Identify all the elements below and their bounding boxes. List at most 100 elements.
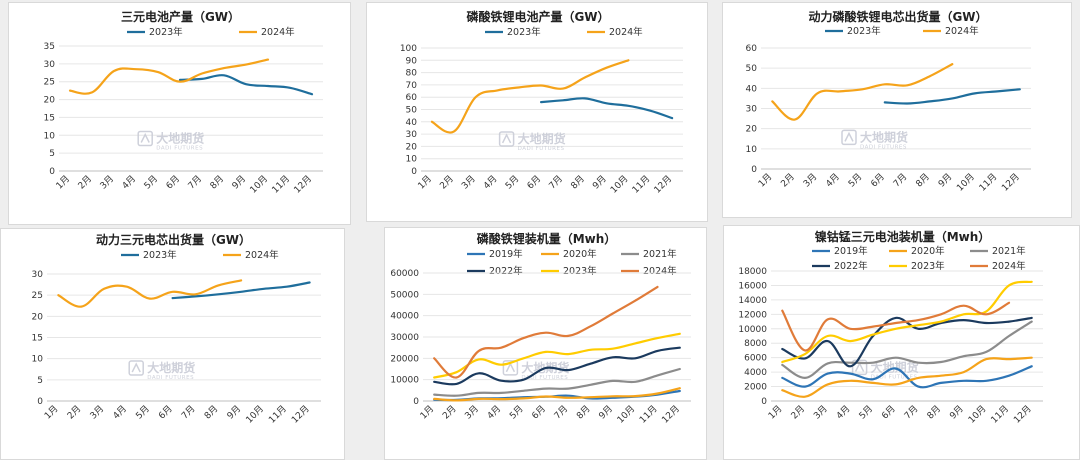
legend-label: 2023年 [563,265,597,277]
x-tick-label: 8月 [574,403,592,421]
legend-entry: 2020年 [889,245,945,257]
y-tick-label: 20 [746,125,758,135]
y-tick-label: 90 [406,56,418,66]
y-tick-label: 40 [406,118,418,128]
series-line [781,280,1033,364]
y-tick-label: 80 [406,69,418,79]
y-tick-label: 0 [37,397,43,407]
y-tick-label: 10 [32,355,44,365]
legend-entry: 2024年 [923,25,979,37]
y-tick-label: 50 [746,64,758,74]
watermark-icon-mark [501,133,512,144]
x-tick-label: 2月 [779,171,797,189]
series-line [178,74,314,96]
x-tick-label: 8月 [208,173,226,191]
x-tick-label: 9月 [948,403,966,421]
legend-entry: 2021年 [970,245,1026,257]
x-tick-label: 1月 [54,173,72,191]
legend-entry: 2024年 [223,249,279,261]
y-tick-label: 50 [406,106,418,116]
legend-label: 2023年 [143,249,177,261]
y-tick-label: 30 [32,270,44,280]
legend-label: 2020年 [911,245,945,257]
legend-entry: 2022年 [467,265,523,277]
x-tick-label: 8月 [202,403,220,421]
watermark-brand: 大地期货 [156,131,204,146]
x-tick-label: 3月 [801,171,819,189]
x-tick-label: 1月 [416,173,434,191]
x-tick-label: 7月 [552,403,570,421]
y-tick-label: 100 [400,44,417,54]
x-tick-label: 12月 [289,403,311,425]
watermark-icon [498,131,515,147]
y-tick-label: 20 [406,142,418,152]
y-tick-label: 0 [49,167,55,177]
series-line [433,332,681,379]
series-line [781,365,1033,389]
series-line [433,285,659,379]
series-line [771,62,954,121]
x-tick-label: 2月 [65,403,83,421]
legend-label: 2021年 [643,248,677,260]
chart-svg: 磷酸铁锂电池产量（GW） 2023年 2024年 0 10 20 30 40 50 60 70 80 9… [400,9,683,196]
x-tick-label: 6月 [157,403,175,421]
chart-panel-lfp-cell-shipments: 动力磷酸铁锂电芯出货量（GW） 2023年 2024年 0 10 20 30 40 50 60 1月… [722,2,1072,218]
y-tick-label: 60000 [390,269,419,279]
legend-entry: 2023年 [825,25,881,37]
watermark-sub: DADI FUTURES [147,375,194,381]
watermark-icon-mark [140,132,150,143]
x-tick-label: 6月 [164,173,182,191]
x-tick-label: 10月 [608,173,630,195]
x-tick-label: 5月 [142,173,160,191]
y-tick-label: 40000 [390,312,419,322]
x-tick-label: 7月 [186,173,204,191]
legend-label: 2024年 [992,260,1026,272]
chart-svg: 动力三元电芯出货量（GW） 2023年 2024年 0 5 10 15 20 25 30 1月 2月 3… [32,232,321,426]
watermark-sub: DADI FUTURES [860,144,907,150]
series-line [171,281,311,300]
x-tick-label: 2月 [440,403,458,421]
x-tick-label: 4月 [111,403,129,421]
y-tick-label: 30 [406,130,418,140]
x-tick-label: 1月 [756,171,774,189]
series-line [433,346,681,386]
x-tick-label: 11月 [989,403,1011,425]
watermark-brand: 大地期货 [518,131,566,146]
legend-entry: 2021年 [621,248,677,260]
y-tick-label: 14000 [738,296,767,306]
watermark-icon [137,130,153,147]
legend-label: 2024年 [643,265,677,277]
series-line [57,279,243,308]
watermark-icon-mark [505,362,516,373]
chart-title: 磷酸铁锂电池产量（GW） [466,9,609,24]
y-tick-label: 10 [44,131,56,141]
y-tick-label: 10 [746,145,758,155]
watermark-brand: 大地期货 [871,359,919,374]
watermark-icon [128,360,144,376]
y-tick-label: 30 [44,60,56,70]
legend-label: 2023年 [911,260,945,272]
series-line [433,387,681,402]
legend-label: 2022年 [489,265,523,277]
legend-entry: 2019年 [467,248,523,260]
y-tick-label: 0 [413,397,419,407]
legend-entry: 2023年 [127,26,183,38]
series-line [68,58,270,95]
y-tick-label: 30000 [390,333,419,343]
y-tick-label: 10000 [738,325,767,335]
x-tick-label: 10月 [955,171,977,193]
y-tick-label: 12000 [738,310,767,320]
x-tick-label: 7月 [891,171,909,189]
x-tick-label: 5月 [503,173,521,191]
legend-entry: 2019年 [812,245,868,257]
x-tick-label: 3月 [463,403,481,421]
x-tick-label: 11月 [267,403,289,425]
x-tick-label: 1月 [766,403,784,421]
series-line [781,320,1033,380]
watermark-sub: DADI FUTURES [521,375,568,381]
legend-label: 2021年 [992,245,1026,257]
x-tick-label: 3月 [98,173,116,191]
